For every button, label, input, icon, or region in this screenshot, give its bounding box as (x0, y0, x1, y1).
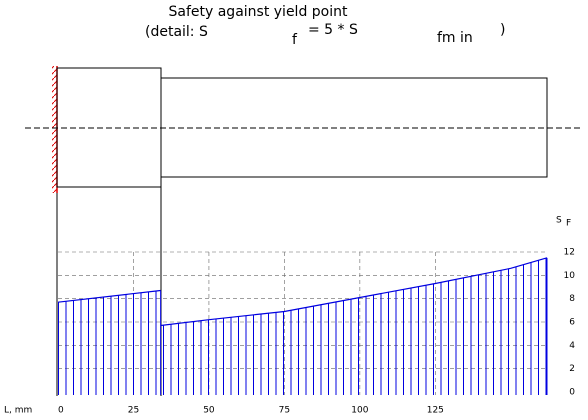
subtitle-part: fm in (437, 30, 473, 46)
chart-title: Safety against yield point (169, 4, 349, 20)
series-line (57, 289, 161, 303)
subtitle-part: (detail: S (145, 24, 208, 40)
wall-hatch (52, 66, 57, 193)
x-axis-label: L, mm (4, 406, 32, 416)
subtitle-part: ) (500, 22, 505, 38)
series-line (160, 257, 548, 327)
x-tick-label: 100 (351, 406, 368, 416)
y-tick-label: 0 (569, 388, 575, 398)
y-tick-label: 4 (569, 341, 575, 351)
y-axis-label-sub: F (566, 219, 571, 229)
y-tick-label: 8 (569, 294, 575, 304)
y-tick-label: 2 (569, 364, 575, 374)
area-hatch (58, 290, 161, 395)
subtitle-part: = 5 * S (308, 22, 358, 38)
x-tick-label: 25 (128, 406, 139, 416)
y-tick-label: 12 (564, 248, 575, 258)
area-hatch (160, 257, 547, 395)
x-tick-label: 50 (203, 406, 215, 416)
subtitle-part: f (292, 32, 298, 48)
x-tick-label: 0 (58, 406, 64, 416)
y-tick-label: 6 (569, 318, 575, 328)
y-tick-label: 10 (564, 271, 576, 281)
x-tick-label: 125 (427, 406, 444, 416)
y-axis-label: S (556, 216, 562, 226)
x-tick-label: 75 (279, 406, 290, 416)
